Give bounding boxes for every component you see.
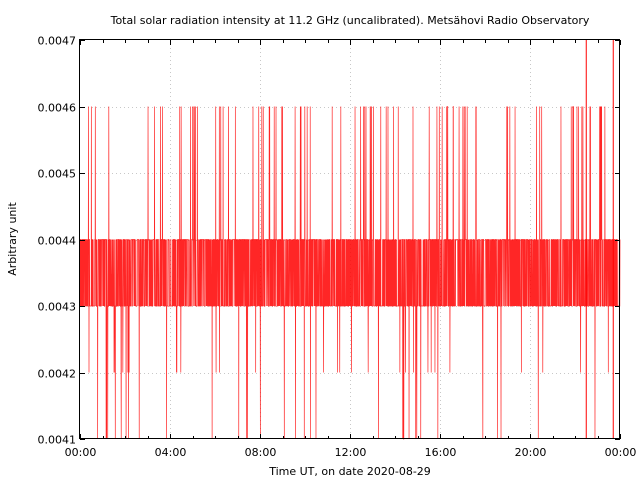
x-tick-label: 00:00	[605, 446, 637, 459]
x-tick-label: 08:00	[245, 446, 277, 459]
chart-title: Total solar radiation intensity at 11.2 …	[110, 14, 590, 27]
y-tick-label: 0.0042	[38, 368, 77, 381]
y-tick-label: 0.0044	[38, 235, 77, 248]
x-axis-label: Time UT, on date 2020-08-29	[268, 465, 431, 478]
y-tick-label: 0.0043	[38, 301, 77, 314]
y-tick-label: 0.0047	[38, 35, 77, 48]
x-tick-label: 20:00	[515, 446, 547, 459]
x-tick-label: 16:00	[425, 446, 457, 459]
series-line	[79, 106, 621, 440]
y-tick-label: 0.0046	[38, 102, 77, 115]
y-tick-label: 0.0041	[38, 434, 77, 447]
plot-area	[79, 40, 621, 440]
x-tick-label: 00:00	[65, 446, 97, 459]
x-tick-label: 12:00	[335, 446, 367, 459]
axis-ticks: 0.0041 0.0042 0.0043 0.0044 0.0045 0.0046 0.00…	[38, 35, 637, 460]
y-tick-label: 0.0045	[38, 168, 77, 181]
x-tick-label: 04:00	[155, 446, 187, 459]
y-axis-label: Arbitrary unit	[6, 202, 19, 276]
plot-frame	[79, 39, 620, 439]
